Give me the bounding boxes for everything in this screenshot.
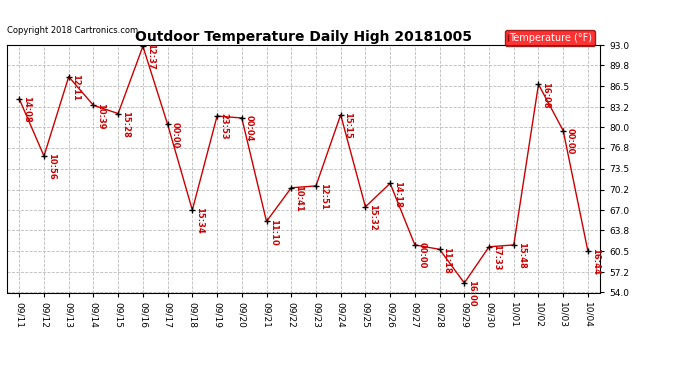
Text: 12:51: 12:51 bbox=[319, 183, 328, 210]
Text: 00:00: 00:00 bbox=[566, 128, 575, 154]
Text: 00:04: 00:04 bbox=[244, 115, 253, 142]
Text: 11:18: 11:18 bbox=[442, 247, 451, 273]
Text: 10:39: 10:39 bbox=[96, 102, 105, 129]
Text: 12:11: 12:11 bbox=[72, 74, 81, 101]
Text: 23:53: 23:53 bbox=[220, 113, 229, 140]
Text: 15:32: 15:32 bbox=[368, 204, 377, 231]
Text: 15:15: 15:15 bbox=[344, 112, 353, 139]
Text: 00:00: 00:00 bbox=[417, 242, 426, 268]
Text: Copyright 2018 Cartronics.com: Copyright 2018 Cartronics.com bbox=[7, 26, 138, 35]
Text: 16:44: 16:44 bbox=[591, 249, 600, 275]
Text: 16:00: 16:00 bbox=[467, 280, 476, 307]
Text: 16:08: 16:08 bbox=[541, 82, 550, 108]
Text: 14:18: 14:18 bbox=[393, 181, 402, 207]
Text: 12:37: 12:37 bbox=[146, 44, 155, 70]
Text: 10:56: 10:56 bbox=[47, 153, 56, 180]
Text: 15:48: 15:48 bbox=[517, 242, 526, 269]
Text: 10:41: 10:41 bbox=[294, 185, 303, 212]
Text: 14:08: 14:08 bbox=[22, 96, 31, 123]
Legend: Temperature (°F): Temperature (°F) bbox=[504, 30, 595, 46]
Text: 15:28: 15:28 bbox=[121, 111, 130, 138]
Text: 17:33: 17:33 bbox=[492, 244, 501, 270]
Text: 15:34: 15:34 bbox=[195, 207, 204, 234]
Title: Outdoor Temperature Daily High 20181005: Outdoor Temperature Daily High 20181005 bbox=[135, 30, 472, 44]
Text: 00:00: 00:00 bbox=[170, 122, 179, 148]
Text: 11:10: 11:10 bbox=[269, 219, 278, 245]
